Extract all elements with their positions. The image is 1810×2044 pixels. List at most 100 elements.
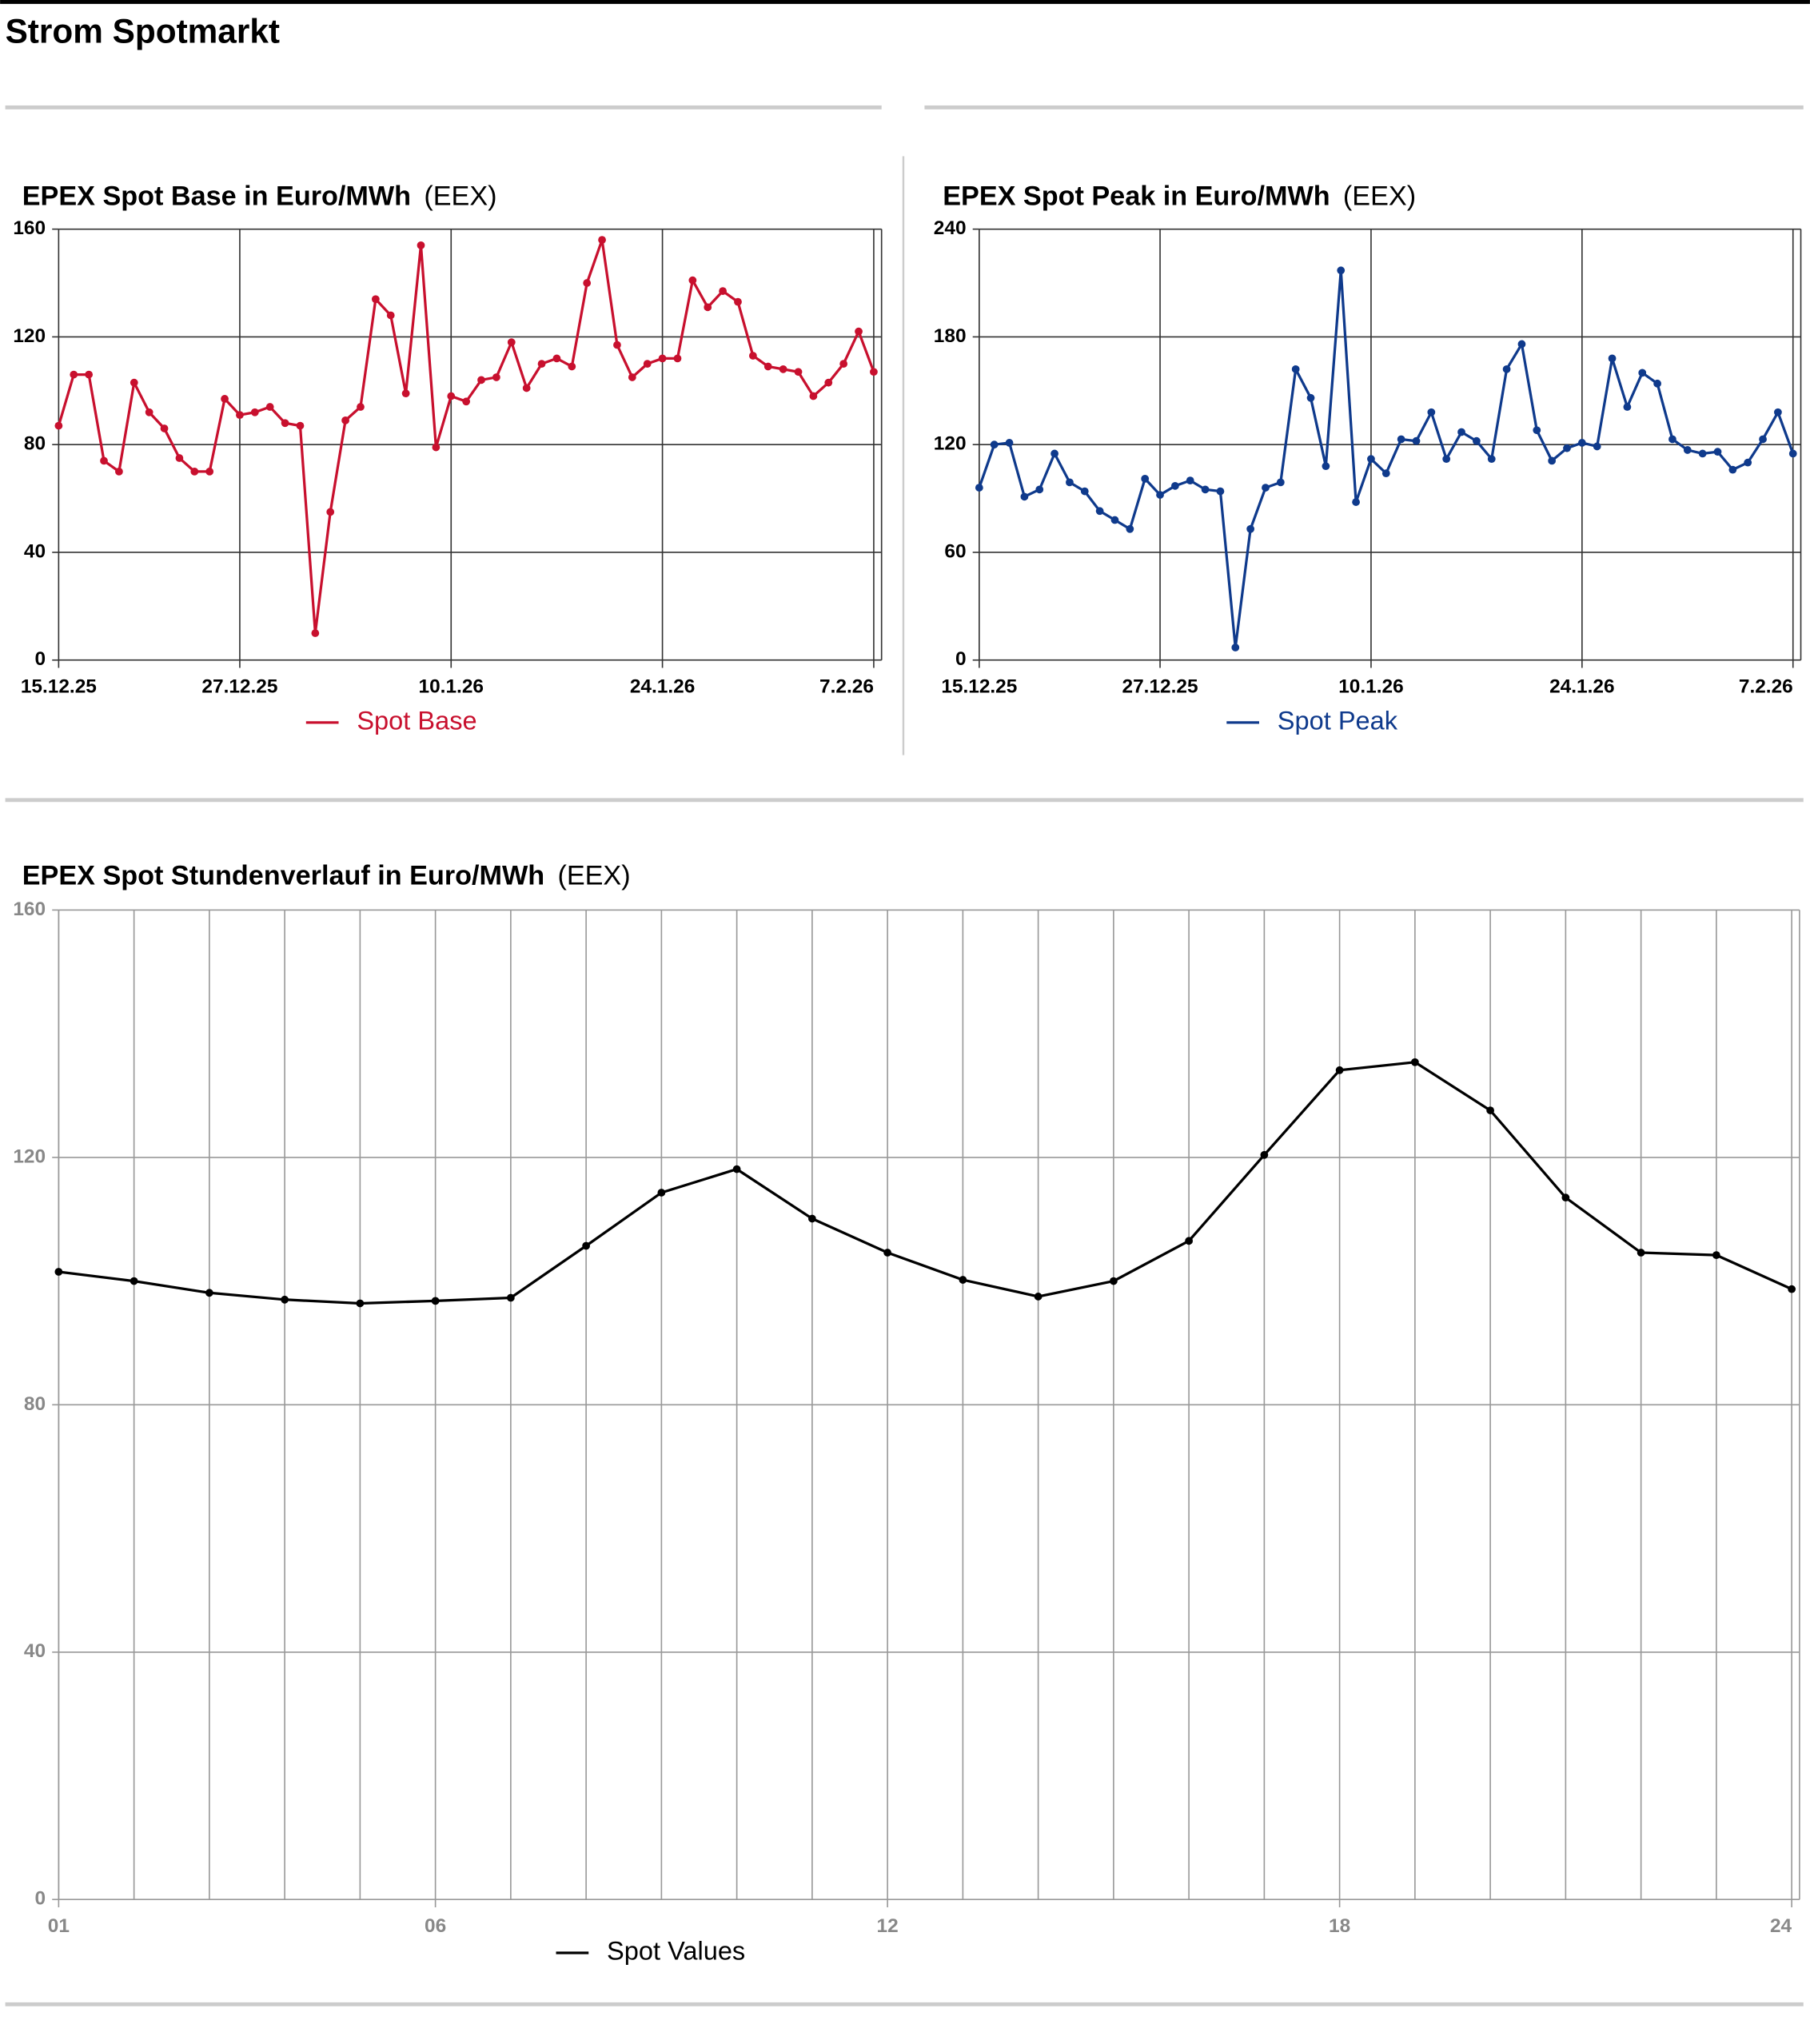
data-point [688, 276, 697, 285]
data-point [506, 1293, 515, 1302]
data-point [1486, 1106, 1495, 1114]
data-point [643, 360, 652, 368]
data-point [855, 327, 863, 336]
data-point [1005, 439, 1014, 447]
data-point [205, 1289, 213, 1297]
data-point [175, 454, 184, 462]
data-point [1186, 476, 1194, 484]
data-point [100, 456, 108, 465]
data-point [673, 354, 682, 363]
data-point [1593, 442, 1601, 451]
legend-label: Spot Peak [1278, 707, 1398, 735]
chart-title: EPEX Spot Base in Euro/MWh (EEX) [22, 181, 497, 212]
data-point [1623, 403, 1632, 411]
data-point [1683, 446, 1692, 454]
data-point [432, 443, 441, 452]
y-tick-label: 60 [944, 540, 966, 562]
data-point [1381, 469, 1390, 478]
data-point [1231, 643, 1240, 651]
legend-label: Spot Base [357, 707, 476, 735]
divider [5, 105, 882, 110]
data-point [704, 303, 712, 312]
data-point [401, 389, 410, 398]
x-tick-label: 15.12.25 [21, 675, 97, 697]
x-tick-label: 18 [1329, 1915, 1350, 1937]
y-tick-label: 80 [24, 1393, 46, 1415]
data-point [1774, 408, 1782, 416]
data-point [1563, 444, 1571, 452]
data-point [85, 370, 94, 379]
data-point [809, 392, 818, 400]
chart-title: EPEX Spot Stundenverlauf in Euro/MWh (EEX… [22, 861, 631, 891]
data-point [160, 424, 169, 432]
divider [5, 2002, 1804, 2006]
data-point [1020, 492, 1029, 501]
chart-source: (EEX) [1343, 181, 1416, 212]
data-point [115, 467, 123, 476]
data-point [959, 1276, 967, 1284]
divider [924, 105, 1804, 110]
data-point [1502, 365, 1511, 373]
data-point [1306, 393, 1315, 402]
data-point [794, 368, 803, 377]
data-point [447, 392, 456, 400]
data-point [1668, 435, 1676, 444]
data-point [1246, 524, 1255, 533]
data-point [1653, 379, 1661, 388]
data-point [1788, 449, 1797, 458]
data-point [1457, 428, 1465, 436]
data-point [1561, 1193, 1570, 1202]
data-point [522, 384, 531, 392]
data-point [657, 1189, 666, 1197]
x-tick-label: 24.1.26 [1549, 675, 1614, 697]
data-point [582, 1241, 591, 1250]
data-point [1410, 1058, 1419, 1066]
data-point [1141, 474, 1150, 483]
data-point [54, 1268, 63, 1276]
x-tick-label: 06 [425, 1915, 446, 1937]
data-point [54, 421, 63, 430]
data-point [265, 403, 274, 411]
data-point [537, 360, 546, 368]
page-title: Strom Spotmarkt [6, 13, 280, 50]
data-point [1517, 340, 1526, 349]
y-tick-label: 240 [934, 217, 967, 239]
data-point [658, 354, 667, 363]
data-point [1548, 456, 1557, 465]
data-point [1367, 455, 1375, 464]
data-point [732, 1165, 741, 1173]
data-point [281, 1295, 289, 1304]
data-point [613, 341, 621, 349]
data-point [1276, 478, 1285, 487]
chart-title: EPEX Spot Peak in Euro/MWh (EEX) [943, 181, 1416, 212]
data-point [1788, 1285, 1796, 1293]
x-tick-label: 24 [1770, 1915, 1792, 1937]
data-point [1352, 498, 1360, 506]
data-point [1185, 1237, 1194, 1245]
data-point [281, 419, 289, 428]
data-point [1109, 1277, 1118, 1285]
data-point [1051, 449, 1058, 458]
data-point [1216, 487, 1225, 496]
data-point [356, 1299, 365, 1308]
data-point [236, 411, 244, 420]
chart-title-text: EPEX Spot Peak in Euro/MWh [943, 181, 1330, 212]
x-tick-label: 10.1.26 [419, 675, 484, 697]
data-point [507, 338, 516, 347]
x-tick-label: 27.12.25 [201, 675, 277, 697]
data-point [341, 416, 349, 424]
data-point [190, 467, 199, 476]
data-point [311, 629, 320, 637]
y-tick-label: 0 [35, 648, 46, 670]
data-point [477, 376, 485, 384]
data-point [1322, 462, 1330, 471]
y-tick-label: 40 [24, 540, 46, 562]
data-point [807, 1214, 816, 1223]
chart-title-text: EPEX Spot Stundenverlauf in Euro/MWh [22, 861, 544, 891]
data-point [1080, 487, 1089, 496]
x-tick-label: 7.2.26 [819, 675, 874, 697]
data-point [1712, 1251, 1720, 1259]
data-point [975, 484, 983, 492]
x-tick-label: 27.12.25 [1122, 675, 1198, 697]
